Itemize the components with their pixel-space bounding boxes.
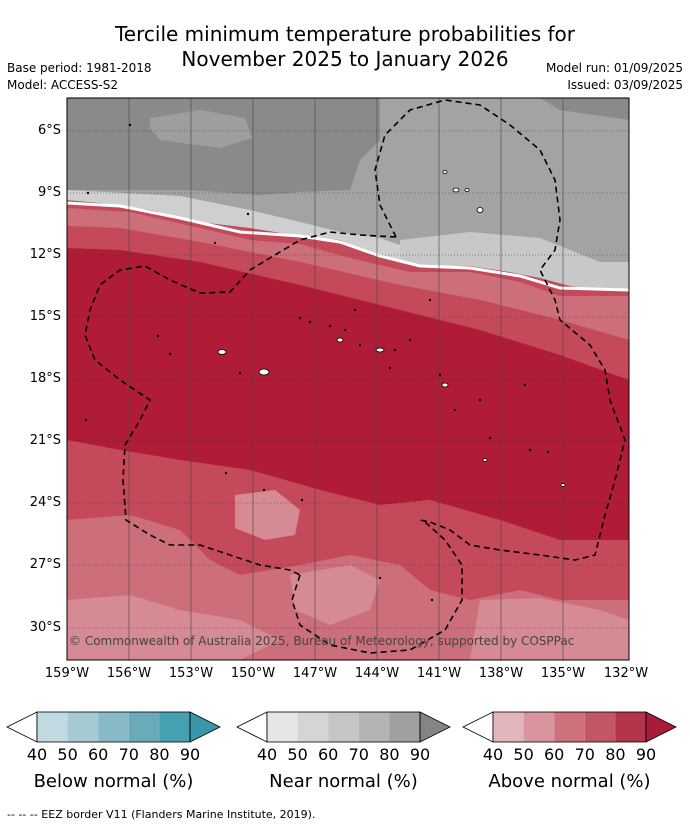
lon-label: 132°W xyxy=(603,666,649,681)
swatch xyxy=(554,712,585,742)
tick-label: 90 xyxy=(179,745,201,764)
model-name: Model: ACCESS-S2 xyxy=(7,78,119,92)
field-above-50-se xyxy=(470,598,629,660)
swatch xyxy=(523,712,555,742)
tick-label: 80 xyxy=(149,745,170,764)
swatch xyxy=(358,712,390,742)
swatch xyxy=(297,712,329,742)
eez-border-french-polynesia xyxy=(84,231,397,576)
swatch xyxy=(584,712,616,742)
colorbars xyxy=(6,711,677,743)
lon-label: 147°W xyxy=(292,666,338,681)
field-above-70-edge xyxy=(67,455,78,472)
field-above-50-patch-2 xyxy=(290,565,380,625)
tick-label: 40 xyxy=(482,745,504,764)
eez-border-pitcairn xyxy=(291,521,463,654)
base-period: Base period: 1981-2018 xyxy=(7,61,152,75)
field-above-50-patch xyxy=(235,490,300,540)
lon-label: 135°W xyxy=(540,666,586,681)
field-near-60 xyxy=(400,232,629,290)
lon-label: 159°W xyxy=(44,666,90,681)
colorbar-near-normal xyxy=(236,711,451,743)
tercile-boundary xyxy=(67,201,629,292)
field-above-80 xyxy=(67,248,629,540)
lat-label: 6°S xyxy=(37,123,61,138)
tick-label: 80 xyxy=(379,745,400,764)
islands xyxy=(217,170,566,487)
tick-label: 50 xyxy=(57,745,78,764)
lat-label: 21°S xyxy=(29,433,61,448)
atolls xyxy=(84,123,550,602)
legend-label-below: Below normal (%) xyxy=(33,771,194,792)
tick-label: 80 xyxy=(605,745,626,764)
lon-label: 150°W xyxy=(230,666,276,681)
longitude-gridlines xyxy=(128,98,564,660)
tick-label: 50 xyxy=(513,745,534,764)
swatch xyxy=(37,712,68,742)
eez-border-east xyxy=(374,99,626,561)
map-fields xyxy=(67,98,629,660)
swatch xyxy=(128,712,160,742)
field-above-50-sw xyxy=(67,595,280,660)
latitude-gridlines xyxy=(67,130,629,629)
copyright-notice: © Commonwealth of Australia 2025, Bureau… xyxy=(69,634,575,648)
lat-label: 18°S xyxy=(29,371,61,386)
swatch xyxy=(328,712,359,742)
tick-label: 70 xyxy=(118,745,139,764)
lon-label: 141°W xyxy=(416,666,462,681)
tick-label: 90 xyxy=(635,745,657,764)
meta-left: Base period: 1981-2018 Model: ACCESS-S2 xyxy=(7,60,152,94)
field-near-50 xyxy=(67,190,400,262)
tick-label: 90 xyxy=(409,745,431,764)
issued-date: Issued: 03/09/2025 xyxy=(567,78,683,92)
map-title: Tercile minimum temperature probabilitie… xyxy=(0,22,690,72)
swatch xyxy=(98,712,129,742)
legend-label-above: Above normal (%) xyxy=(488,771,651,792)
lon-label: 153°W xyxy=(168,666,214,681)
legend-label-near: Near normal (%) xyxy=(269,771,418,792)
tick-label: 60 xyxy=(544,745,565,764)
swatch xyxy=(389,712,420,742)
field-above-70-band xyxy=(67,226,629,380)
lat-label: 27°S xyxy=(29,557,61,572)
map-frame xyxy=(66,97,630,661)
field-above-60 xyxy=(67,208,629,340)
tick-label: 60 xyxy=(318,745,339,764)
tick-label: 60 xyxy=(88,745,109,764)
lat-label: 24°S xyxy=(29,495,61,510)
field-near-patch xyxy=(150,110,252,148)
lon-label: 138°W xyxy=(478,666,524,681)
colorbar-above-normal xyxy=(462,711,677,743)
model-run: Model run: 01/09/2025 xyxy=(545,61,683,75)
tick-label: 70 xyxy=(348,745,369,764)
title-line-1: Tercile minimum temperature probabilitie… xyxy=(114,22,576,46)
lon-label: 156°W xyxy=(106,666,152,681)
swatch xyxy=(615,712,646,742)
lon-label: 144°W xyxy=(354,666,400,681)
swatch xyxy=(67,712,99,742)
tick-label: 40 xyxy=(26,745,48,764)
title-line-2: November 2025 to January 2026 xyxy=(181,47,509,71)
colorbar-below-normal xyxy=(6,711,221,743)
tick-label: 50 xyxy=(287,745,308,764)
field-near-90-ne xyxy=(67,98,629,120)
tick-label: 70 xyxy=(574,745,595,764)
lat-label: 9°S xyxy=(37,185,61,200)
eez-footnote: -- -- -- EEZ border V11 (Flanders Marine… xyxy=(7,808,316,821)
lat-label: 30°S xyxy=(29,620,61,635)
meta-right: Model run: 01/09/2025 Issued: 03/09/2025 xyxy=(546,60,683,94)
lat-label: 12°S xyxy=(29,247,61,262)
swatch xyxy=(267,712,298,742)
tick-label: 40 xyxy=(256,745,278,764)
lat-label: 15°S xyxy=(29,309,61,324)
swatch xyxy=(493,712,524,742)
swatch xyxy=(159,712,190,742)
field-above-70-south xyxy=(67,440,629,565)
